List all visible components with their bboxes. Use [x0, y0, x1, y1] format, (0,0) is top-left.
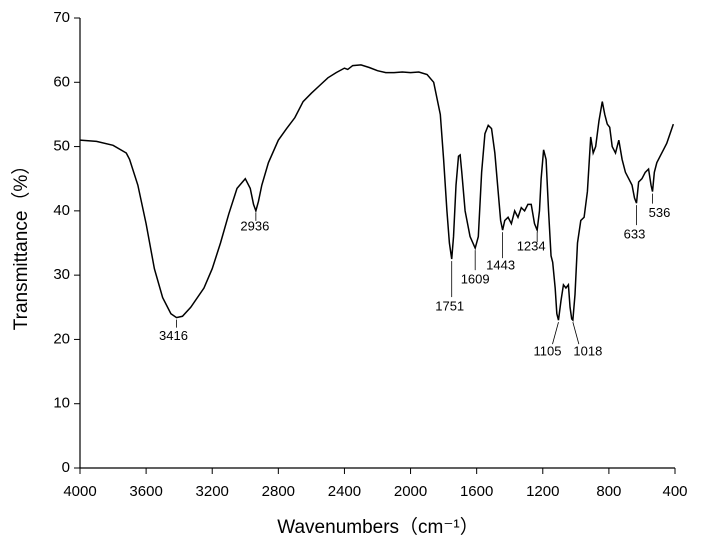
y-axis-title: Transmittance（%） [10, 156, 32, 331]
peak-leader [572, 322, 580, 345]
x-tick-label: 1600 [460, 483, 493, 500]
x-tick-label: 2800 [262, 483, 295, 500]
x-tick-label: 800 [596, 483, 621, 500]
x-tick-label: 3200 [196, 483, 229, 500]
peak-label: 3416 [159, 328, 188, 343]
y-tick-label: 10 [53, 395, 70, 412]
y-tick-label: 70 [53, 9, 70, 26]
x-axis-title: Wavenumbers（cm⁻¹） [277, 516, 478, 538]
x-tick-label: 4000 [63, 483, 96, 500]
x-tick-label: 400 [662, 483, 687, 500]
y-tick-label: 30 [53, 266, 70, 283]
peak-leader [552, 322, 559, 345]
peak-label: 1105 [533, 344, 561, 359]
peak-label: 1018 [573, 344, 602, 359]
y-tick-label: 50 [53, 138, 70, 155]
peak-label: 1751 [435, 299, 464, 314]
x-tick-label: 1200 [526, 483, 559, 500]
x-tick-label: 3600 [129, 483, 162, 500]
peak-label: 1234 [517, 239, 546, 254]
y-tick-label: 20 [53, 330, 70, 347]
y-tick-label: 60 [53, 73, 70, 90]
peak-label: 2936 [240, 218, 269, 233]
x-tick-label: 2400 [328, 483, 361, 500]
y-tick-label: 40 [53, 202, 70, 219]
peak-label: 633 [624, 227, 646, 242]
spectrum-line [79, 64, 675, 322]
x-tick-label: 2000 [394, 483, 427, 500]
peak-label: 536 [649, 205, 671, 220]
peak-label: 1443 [486, 258, 515, 273]
y-tick-label: 0 [62, 459, 70, 476]
peak-label: 1609 [461, 272, 490, 287]
